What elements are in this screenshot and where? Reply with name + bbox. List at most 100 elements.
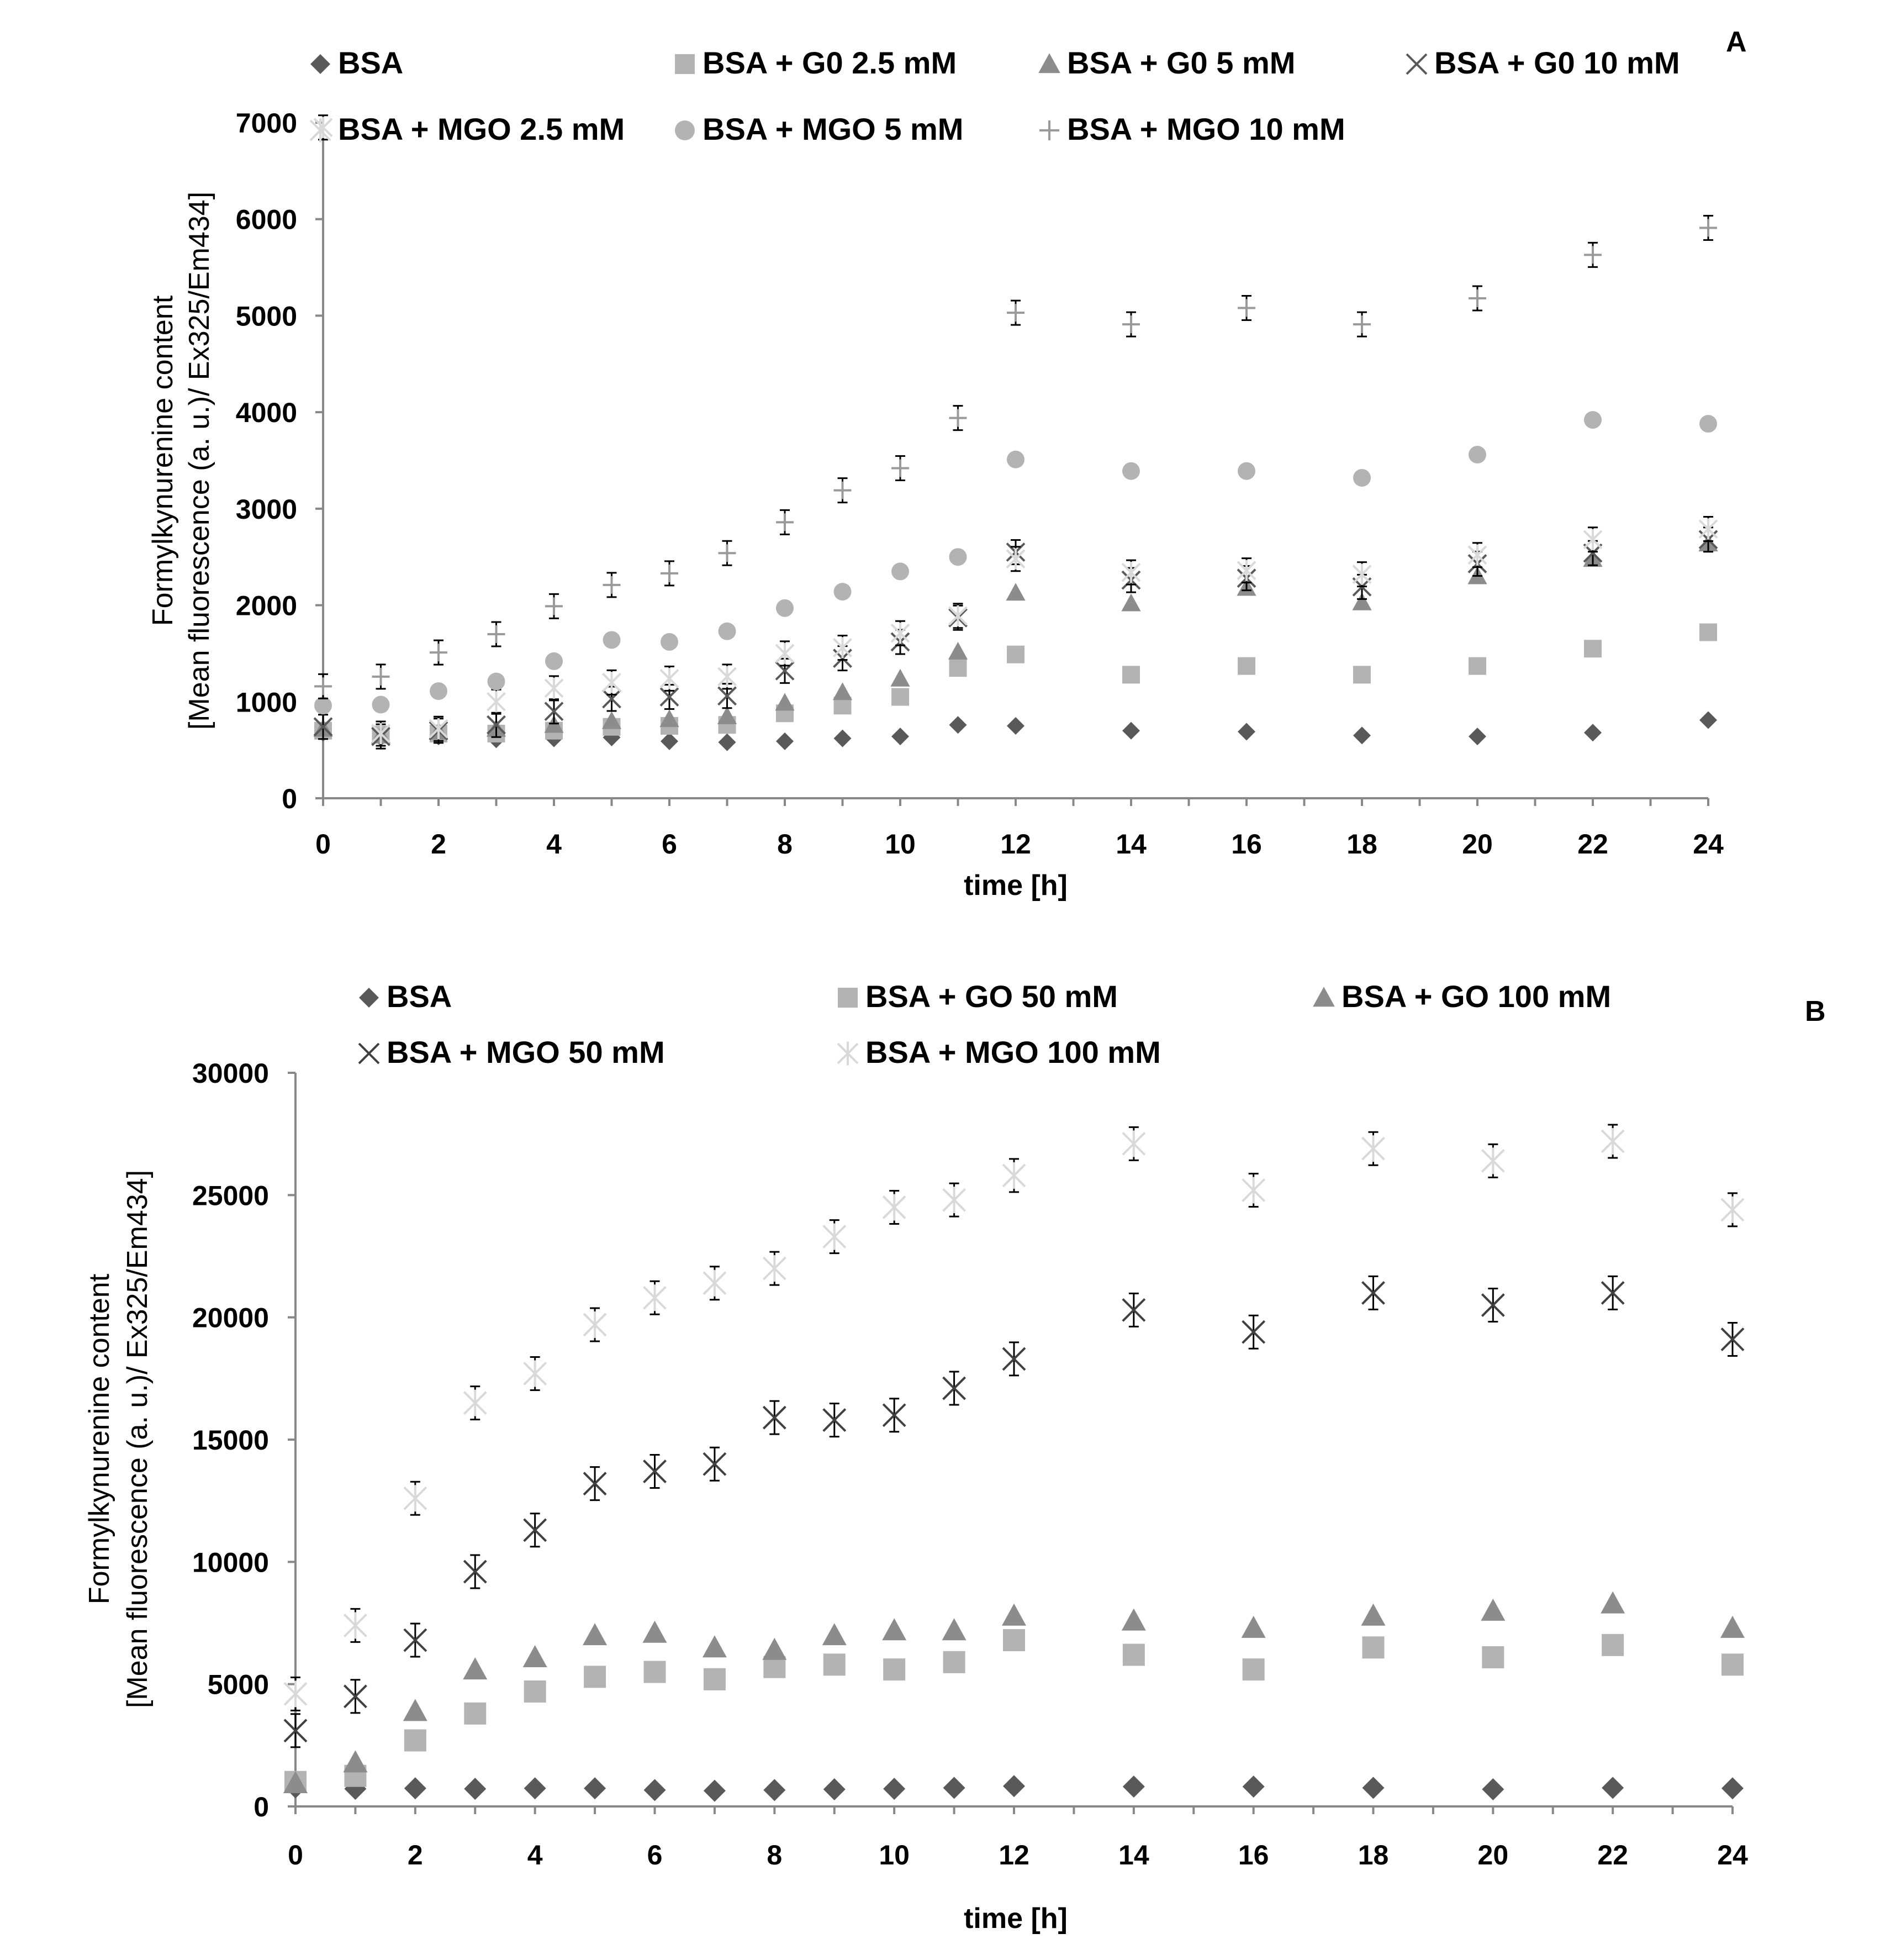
panel-b-data-point <box>943 1777 965 1799</box>
panel-b-data-point <box>943 1651 965 1673</box>
panel-b-data-point <box>524 1777 546 1800</box>
panel-a-data-point <box>1467 544 1487 566</box>
panel-b-data-point <box>883 1778 906 1800</box>
panel-b-data-point <box>1242 1177 1266 1204</box>
panel-a-data-point <box>776 732 794 750</box>
panel-a-data-point <box>1469 657 1486 675</box>
panel-a-data-point <box>1699 711 1717 729</box>
panel-b-data-point <box>1481 1598 1506 1621</box>
panel-a-data-point <box>1699 415 1717 433</box>
panel-a-x-tick-label: 8 <box>777 829 793 860</box>
panel-a-y-tick-label: 1000 <box>236 687 297 718</box>
panel-a-data-point <box>776 513 794 531</box>
panel-a-legend-label: BSA <box>338 45 403 80</box>
panel-b-data-point <box>1002 1603 1026 1626</box>
panel-b-x-tick-label: 12 <box>999 1840 1029 1871</box>
panel-b-data-point <box>583 1472 607 1496</box>
panel-a-data-point <box>1006 583 1026 601</box>
panel-b-data-point <box>524 1680 546 1703</box>
panel-b-data-point <box>344 1684 367 1709</box>
panel-a-data-point <box>1006 548 1026 570</box>
panel-b-data-point <box>1121 1608 1146 1631</box>
panel-b-data-point <box>1720 1327 1745 1351</box>
panel-b-y-axis-label-line: Formylkynurenine content <box>83 1273 115 1604</box>
panel-a-data-point <box>1007 716 1025 735</box>
panel-a-data-point <box>776 599 794 617</box>
panel-a-y-tick-label: 2000 <box>236 591 297 621</box>
panel-a-legend-marker <box>1039 120 1059 140</box>
panel-b-data-point <box>1003 1775 1025 1798</box>
panel-b-data-point <box>1362 1777 1385 1799</box>
panel-b-data-point <box>1242 1320 1266 1344</box>
panel-b-legend-label: BSA + MGO 100 mM <box>865 1035 1161 1069</box>
panel-b-data-point <box>523 1360 547 1387</box>
panel-b-data-point <box>343 1750 368 1773</box>
panel-a-data-point <box>890 623 910 644</box>
panel-a-data-point <box>430 644 447 662</box>
panel-b-x-tick-label: 14 <box>1118 1840 1149 1871</box>
panel-a-data-point <box>717 666 737 688</box>
panel-a-legend-marker <box>309 118 331 143</box>
panel-a-x-tick-label: 18 <box>1346 829 1377 860</box>
panel-b-legend-marker <box>1313 987 1335 1007</box>
panel-a-data-point <box>1352 592 1372 610</box>
panel-a-data-point <box>1352 563 1372 585</box>
panel-a-y-tick-label: 7000 <box>236 108 297 139</box>
panel-b-data-point <box>1482 1778 1504 1801</box>
panel-a-x-tick-label: 4 <box>546 829 562 860</box>
panel-b-y-tick-label: 0 <box>254 1792 269 1822</box>
panel-a-data-point <box>314 697 332 715</box>
panel-a-data-point <box>949 548 967 566</box>
panel-a-data-point <box>1122 315 1140 334</box>
panel-b-data-point <box>762 1405 786 1430</box>
panel-a-data-point <box>718 622 736 640</box>
panel-a-data-point <box>1469 446 1486 464</box>
panel-a-data-point <box>948 641 968 660</box>
panel-b-series-0 <box>284 1775 1744 1802</box>
panel-b-data-point <box>822 1223 847 1250</box>
panel-a-data-point <box>891 728 909 746</box>
panel-a-legend-label: BSA + MGO 2.5 mM <box>338 112 625 146</box>
panel-b-data-point <box>403 1485 427 1512</box>
panel-a-data-point <box>659 668 679 689</box>
panel-b-legend-marker <box>359 988 379 1008</box>
panel-b-data-point <box>1361 1281 1385 1305</box>
panel-b-data-point <box>1482 1646 1504 1668</box>
panel-a-x-tick-label: 24 <box>1693 829 1724 860</box>
panel-a-data-point <box>1122 721 1140 740</box>
panel-b-data-point <box>404 1729 426 1752</box>
panel-a-data-point <box>314 677 332 696</box>
panel-b-x-axis-label: time [h] <box>964 1903 1068 1935</box>
panel-b-data-point <box>882 1403 906 1427</box>
panel-b-data-point <box>344 1612 367 1639</box>
panel-a-data-point <box>1584 246 1602 264</box>
panel-a-data-point <box>949 409 967 427</box>
panel-b-data-point <box>1720 1615 1745 1638</box>
panel-a-y-tick-label: 0 <box>282 783 297 814</box>
panel-b-data-point <box>1602 1634 1624 1656</box>
panel-b-series-1 <box>284 1629 1744 1793</box>
panel-a-x-tick-label: 0 <box>315 829 331 860</box>
panel-a-x-tick-label: 10 <box>885 829 916 860</box>
panel-a-data-point <box>718 544 736 562</box>
panel-b-data-point <box>643 1284 667 1311</box>
panel-a-data-point <box>1353 726 1371 745</box>
panel-b-data-point <box>643 1661 666 1683</box>
panel-b-legend-label: BSA + GO 50 mM <box>865 979 1118 1014</box>
panel-a-data-point <box>371 723 390 745</box>
panel-b-data-point <box>403 1699 427 1721</box>
panel-a-data-point <box>659 709 679 728</box>
panel-b-data-point <box>1481 1293 1505 1317</box>
panel-b-data-point <box>1122 1298 1146 1322</box>
panel-a-data-point <box>372 667 390 686</box>
panel-b-data-point <box>882 1618 907 1641</box>
panel-b-legend-marker <box>838 988 858 1008</box>
panel-b-y-tick-label: 25000 <box>192 1180 269 1211</box>
panel-b-x-tick-label: 6 <box>647 1840 663 1871</box>
panel-b-x-tick-label: 2 <box>408 1840 423 1871</box>
panel-a-data-point <box>1584 724 1602 742</box>
panel-b-data-point <box>1601 1281 1625 1305</box>
